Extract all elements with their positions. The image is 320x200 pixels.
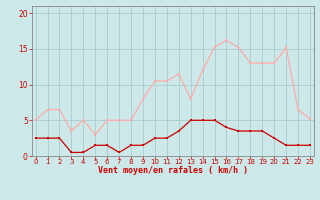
X-axis label: Vent moyen/en rafales ( km/h ): Vent moyen/en rafales ( km/h ) xyxy=(98,166,248,175)
